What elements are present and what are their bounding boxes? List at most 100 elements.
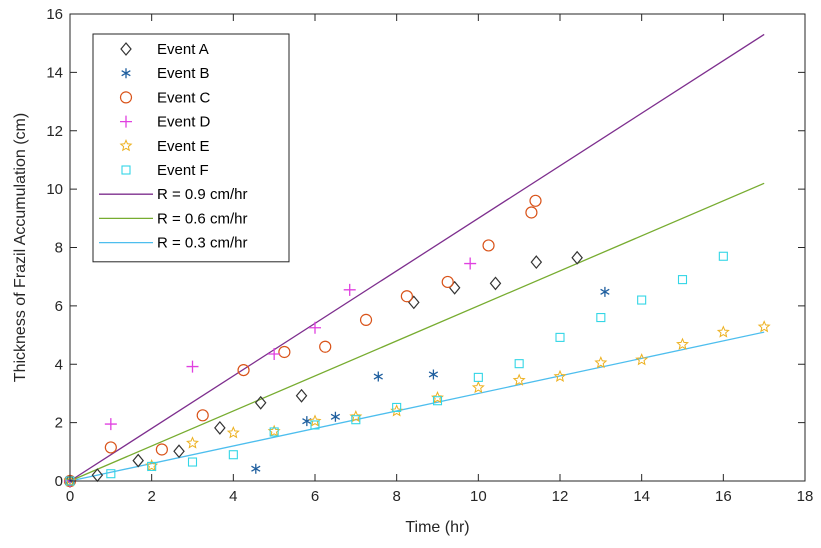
legend-label: Event F [157, 162, 209, 179]
data-point-event-e [635, 353, 649, 366]
y-tick-label: 2 [55, 415, 63, 432]
data-point-event-c [155, 443, 168, 456]
data-point-event-f [555, 332, 565, 342]
data-point-event-a [214, 420, 226, 435]
data-point-event-d [343, 283, 356, 296]
data-point-event-b [428, 369, 439, 380]
data-point-event-e [308, 414, 322, 427]
legend-label: R = 0.9 cm/hr [157, 186, 247, 203]
data-point-event-b [251, 463, 261, 474]
y-tick-label: 16 [46, 6, 63, 23]
legend-label: Event D [157, 114, 211, 131]
data-point-event-e [553, 369, 567, 383]
y-axis-title: Thickness of Frazil Accumulation (cm) [12, 113, 29, 382]
x-tick-label: 10 [470, 488, 487, 505]
plot-frame [69, 13, 806, 482]
data-point-event-f [228, 450, 238, 460]
y-tick-label: 0 [55, 473, 63, 490]
data-point-event-c [319, 340, 332, 353]
data-point-event-c [482, 239, 495, 252]
data-point-event-f [677, 275, 688, 285]
data-point-event-c [237, 363, 250, 377]
fit-lines-layer [69, 33, 765, 482]
data-point-event-f [187, 457, 198, 467]
fit-line [69, 331, 765, 482]
data-point-event-e [512, 373, 526, 386]
legend-label: R = 0.3 cm/hr [157, 235, 247, 252]
y-tick-label: 4 [55, 356, 63, 373]
legend-label: Event C [157, 89, 211, 106]
legend-marker [119, 91, 133, 104]
data-point-event-c [278, 345, 291, 359]
data-point-event-a [173, 444, 185, 459]
x-tick-label: 0 [66, 488, 74, 505]
data-point-event-f [432, 396, 443, 406]
x-axis-title: Time (hr) [405, 519, 469, 536]
data-point-event-f [310, 420, 320, 430]
data-point-event-e [716, 325, 730, 338]
data-point-event-d [309, 321, 321, 334]
x-tick-label: 2 [147, 488, 155, 505]
data-point-event-c [529, 194, 542, 207]
data-point-event-c [104, 441, 117, 454]
data-point-event-f [351, 415, 361, 425]
data-point-event-e [471, 380, 485, 394]
y-tick-label: 10 [46, 181, 63, 198]
y-tick-label: 12 [46, 123, 63, 140]
data-point-event-f [596, 312, 606, 323]
x-tick-label: 4 [229, 488, 237, 505]
data-point-event-e [594, 355, 608, 369]
y-tick-label: 6 [55, 298, 63, 315]
data-point-event-f [147, 461, 157, 471]
data-point-event-a [530, 255, 543, 270]
data-point-event-e [757, 320, 771, 333]
data-point-event-e [349, 409, 363, 423]
legend-label: R = 0.6 cm/hr [157, 210, 247, 227]
y-tick-label: 14 [46, 64, 63, 81]
x-tick-label: 14 [633, 488, 650, 505]
legend-marker [121, 165, 131, 175]
x-tick-label: 6 [311, 488, 319, 505]
data-point-event-e [431, 391, 444, 404]
ticks-layer: 0 2 4 6 8 10 12 14 16 18 0 2 4 6 8 10 12 14 16 [46, 6, 813, 505]
data-point-event-f [269, 427, 279, 437]
data-point-event-b [600, 286, 610, 297]
data-point-event-e [676, 337, 689, 350]
data-point-event-f [392, 402, 402, 412]
data-point-event-f [718, 251, 728, 261]
data-point-event-d [464, 257, 477, 270]
data-point-event-c [196, 409, 209, 422]
fit-line [69, 33, 765, 482]
x-tick-label: 8 [392, 488, 400, 505]
y-tick-label: 8 [55, 240, 63, 257]
data-point-event-f [106, 469, 116, 479]
x-tick-label: 16 [715, 488, 732, 505]
data-point-event-f [473, 372, 483, 382]
legend-marker [121, 68, 131, 79]
data-point-event-a [132, 453, 144, 468]
data-point-event-e [226, 426, 240, 439]
data-point-event-a [254, 395, 267, 410]
data-point-event-a [295, 388, 308, 403]
data-point-event-c [525, 206, 538, 219]
data-point-event-f [637, 295, 647, 305]
data-point-event-d [104, 418, 117, 431]
data-point-event-e [186, 436, 199, 449]
legend-marker [120, 42, 132, 56]
data-points-layer [63, 194, 771, 488]
data-point-event-c [400, 290, 413, 303]
legend-label: Event E [157, 138, 210, 155]
data-point-event-d [268, 348, 281, 361]
data-point-event-a [489, 276, 502, 291]
data-point-event-a [571, 250, 583, 265]
x-tick-label: 18 [797, 488, 814, 505]
legend-marker [119, 138, 133, 152]
legend-label: Event A [157, 41, 209, 58]
data-point-event-d [186, 360, 199, 373]
fit-line [69, 182, 765, 482]
x-tick-label: 12 [552, 488, 569, 505]
legend-marker [120, 115, 132, 128]
data-point-event-c [359, 313, 373, 326]
data-point-event-b [330, 411, 341, 422]
